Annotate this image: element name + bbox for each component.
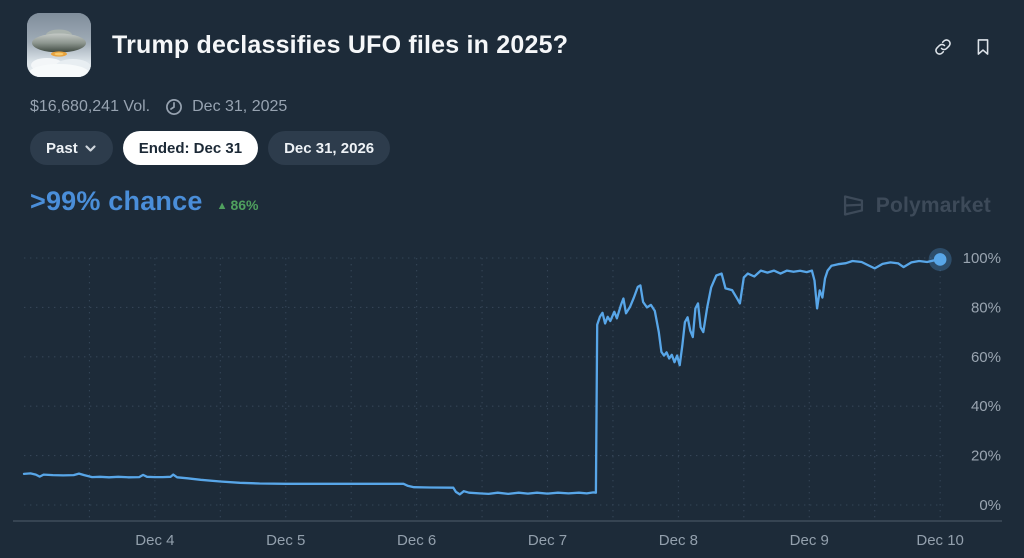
resolve-date-label: Dec 31, 2025	[192, 98, 288, 115]
y-axis-tick-label: 100%	[963, 250, 1001, 267]
chart-canvas[interactable]: 0% 20% 40% 60% 80% 100% Dec 4 Dec 5 Dec 6 Dec 7 De…	[0, 240, 1024, 558]
x-axis-tick-label: Dec 10	[916, 532, 964, 549]
copy-link-button[interactable]	[932, 36, 954, 58]
tab-ended-dec-31[interactable]: Ended: Dec 31	[122, 131, 259, 165]
x-axis-tick-label: Dec 6	[397, 532, 436, 549]
market-thumbnail	[27, 13, 91, 77]
price-history-chart[interactable]: 0% 20% 40% 60% 80% 100% Dec 4 Dec 5 Dec 6 Dec 7 De…	[0, 240, 1024, 558]
y-axis-tick-label: 60%	[971, 349, 1001, 366]
range-dropdown-past[interactable]: Past	[30, 131, 113, 165]
range-dropdown-label: Past	[46, 139, 78, 157]
polymarket-brand-text: Polymarket	[875, 193, 991, 217]
price-line	[22, 258, 942, 496]
up-arrow-icon: ▲	[216, 200, 228, 212]
x-axis-tick-label: Dec 5	[266, 532, 305, 549]
chance-value: >99% chance	[30, 186, 203, 216]
page-title: Trump declassifies UFO files in 2025?	[112, 31, 569, 59]
y-axis-tick-label: 40%	[971, 398, 1001, 415]
bookmark-icon	[977, 39, 989, 55]
chevron-down-icon	[84, 142, 97, 155]
x-axis-tick-label: Dec 9	[790, 532, 829, 549]
tab-dec-31-2026[interactable]: Dec 31, 2026	[268, 131, 391, 165]
chance-change-badge: ▲ 86%	[217, 197, 259, 213]
link-icon	[935, 39, 951, 55]
time-range-filters: Past Ended: Dec 31 Dec 31, 2026	[30, 131, 391, 165]
volume-label: $16,680,241 Vol.	[30, 98, 151, 115]
bookmark-button[interactable]	[972, 36, 994, 58]
tab-alt-date-label: Dec 31, 2026	[284, 139, 375, 157]
ufo-image	[27, 13, 91, 77]
endpoint-dot	[933, 253, 947, 266]
y-axis-tick-label: 20%	[971, 448, 1001, 465]
x-axis-tick-label: Dec 4	[135, 532, 174, 549]
x-axis-tick-label: Dec 7	[528, 532, 567, 549]
clock-icon	[165, 98, 183, 116]
polymarket-logo-icon	[843, 195, 863, 216]
chance-change-value: 86%	[230, 197, 259, 213]
y-axis-tick-label: 0%	[979, 497, 1001, 514]
y-axis-tick-label: 80%	[971, 299, 1001, 316]
x-axis-tick-label: Dec 8	[659, 532, 698, 549]
polymarket-watermark: Polymarket	[840, 192, 991, 219]
tab-ended-label: Ended: Dec 31	[138, 139, 243, 157]
